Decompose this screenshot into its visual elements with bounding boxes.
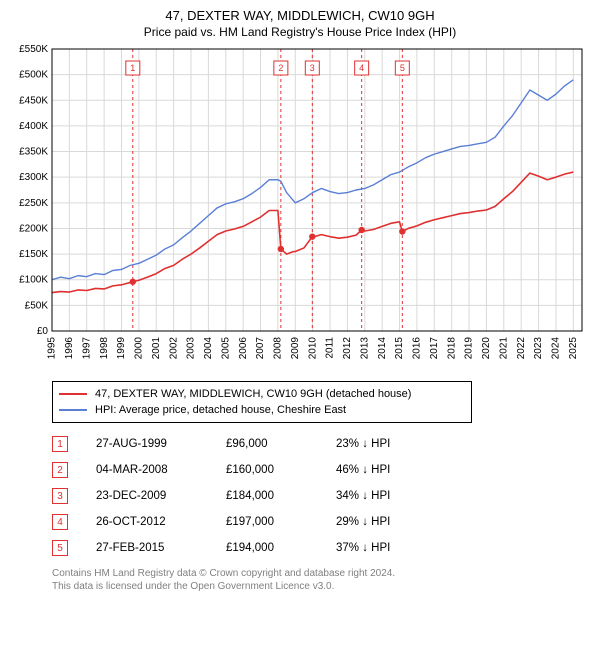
- transaction-price: £194,000: [226, 542, 336, 554]
- svg-text:3: 3: [310, 63, 315, 73]
- price-vs-hpi-chart: £0 £50K £100K £150K £200K £250K £300K £350K £400…: [10, 45, 590, 375]
- transaction-row: 2 04-MAR-2008£160,00046% ↓ HPI: [52, 457, 590, 483]
- transaction-badge: 4: [52, 514, 68, 530]
- transaction-badge: 2: [52, 462, 68, 478]
- legend-item: 47, DEXTER WAY, MIDDLEWICH, CW10 9GH (de…: [59, 386, 465, 402]
- svg-text:£150K: £150K: [19, 249, 48, 260]
- legend-label: HPI: Average price, detached house, Ches…: [95, 404, 346, 416]
- svg-text:2011: 2011: [325, 337, 336, 359]
- svg-text:2004: 2004: [203, 337, 214, 360]
- svg-text:1997: 1997: [81, 337, 92, 360]
- transaction-price: £160,000: [226, 464, 336, 476]
- svg-text:2014: 2014: [377, 337, 388, 360]
- svg-text:2001: 2001: [151, 337, 162, 360]
- transaction-row: 3 23-DEC-2009£184,00034% ↓ HPI: [52, 483, 590, 509]
- legend-swatch: [59, 409, 87, 411]
- svg-text:£0: £0: [37, 326, 49, 337]
- transaction-diff: 29% ↓ HPI: [336, 516, 456, 528]
- svg-text:1998: 1998: [99, 337, 110, 360]
- svg-text:1995: 1995: [47, 337, 58, 360]
- svg-text:2000: 2000: [134, 337, 145, 360]
- transaction-badge: 1: [52, 436, 68, 452]
- transaction-date: 27-FEB-2015: [96, 542, 226, 554]
- transaction-row: 4 26-OCT-2012£197,00029% ↓ HPI: [52, 509, 590, 535]
- svg-text:2006: 2006: [238, 337, 249, 360]
- svg-text:£50K: £50K: [25, 300, 49, 311]
- transaction-table: 1 27-AUG-1999£96,00023% ↓ HPI 2 04-MAR-2008…: [52, 431, 590, 561]
- svg-text:£350K: £350K: [19, 147, 48, 158]
- svg-text:£450K: £450K: [19, 95, 48, 106]
- attribution-line: Contains HM Land Registry data © Crown c…: [52, 567, 590, 580]
- transaction-date: 04-MAR-2008: [96, 464, 226, 476]
- transaction-price: £197,000: [226, 516, 336, 528]
- svg-text:2022: 2022: [516, 337, 527, 360]
- svg-text:2: 2: [278, 63, 283, 73]
- transaction-price: £96,000: [226, 438, 336, 450]
- svg-text:2024: 2024: [551, 337, 562, 360]
- transaction-diff: 37% ↓ HPI: [336, 542, 456, 554]
- svg-text:2015: 2015: [394, 337, 405, 360]
- svg-text:2010: 2010: [307, 337, 318, 360]
- transaction-date: 23-DEC-2009: [96, 490, 226, 502]
- svg-text:2002: 2002: [168, 337, 179, 360]
- svg-text:2017: 2017: [429, 337, 440, 360]
- legend-label: 47, DEXTER WAY, MIDDLEWICH, CW10 9GH (de…: [95, 388, 411, 400]
- svg-text:2012: 2012: [342, 337, 353, 360]
- svg-text:£100K: £100K: [19, 275, 48, 286]
- svg-text:2020: 2020: [481, 337, 492, 360]
- svg-text:1996: 1996: [64, 337, 75, 360]
- svg-text:£400K: £400K: [19, 121, 48, 132]
- svg-text:2018: 2018: [446, 337, 457, 360]
- chart-subtitle: Price paid vs. HM Land Registry's House …: [10, 25, 590, 39]
- transaction-row: 5 27-FEB-2015£194,00037% ↓ HPI: [52, 535, 590, 561]
- svg-text:2025: 2025: [568, 337, 579, 360]
- transaction-diff: 34% ↓ HPI: [336, 490, 456, 502]
- transaction-badge: 5: [52, 540, 68, 556]
- svg-text:2019: 2019: [464, 337, 475, 360]
- svg-text:2008: 2008: [273, 337, 284, 360]
- svg-text:£200K: £200K: [19, 223, 48, 234]
- transaction-row: 1 27-AUG-1999£96,00023% ↓ HPI: [52, 431, 590, 457]
- svg-text:£500K: £500K: [19, 70, 48, 81]
- legend-item: HPI: Average price, detached house, Ches…: [59, 402, 465, 418]
- transaction-date: 27-AUG-1999: [96, 438, 226, 450]
- svg-text:2023: 2023: [533, 337, 544, 360]
- chart-title-address: 47, DEXTER WAY, MIDDLEWICH, CW10 9GH: [10, 8, 590, 23]
- svg-text:2016: 2016: [412, 337, 423, 360]
- transaction-diff: 23% ↓ HPI: [336, 438, 456, 450]
- svg-text:£550K: £550K: [19, 45, 48, 55]
- svg-text:£250K: £250K: [19, 198, 48, 209]
- svg-text:2003: 2003: [186, 337, 197, 360]
- attribution-text: Contains HM Land Registry data © Crown c…: [52, 567, 590, 593]
- svg-text:2005: 2005: [220, 337, 231, 360]
- transaction-date: 26-OCT-2012: [96, 516, 226, 528]
- svg-text:2009: 2009: [290, 337, 301, 360]
- attribution-line: This data is licensed under the Open Gov…: [52, 580, 590, 593]
- svg-text:2013: 2013: [359, 337, 370, 360]
- chart-legend: 47, DEXTER WAY, MIDDLEWICH, CW10 9GH (de…: [52, 381, 472, 423]
- legend-swatch: [59, 393, 87, 395]
- svg-text:£300K: £300K: [19, 172, 48, 183]
- transaction-diff: 46% ↓ HPI: [336, 464, 456, 476]
- transaction-price: £184,000: [226, 490, 336, 502]
- svg-text:4: 4: [359, 63, 364, 73]
- transaction-badge: 3: [52, 488, 68, 504]
- svg-text:2021: 2021: [498, 337, 509, 360]
- svg-text:2007: 2007: [255, 337, 266, 360]
- svg-text:1999: 1999: [116, 337, 127, 360]
- svg-text:1: 1: [130, 63, 135, 73]
- svg-text:5: 5: [400, 63, 405, 73]
